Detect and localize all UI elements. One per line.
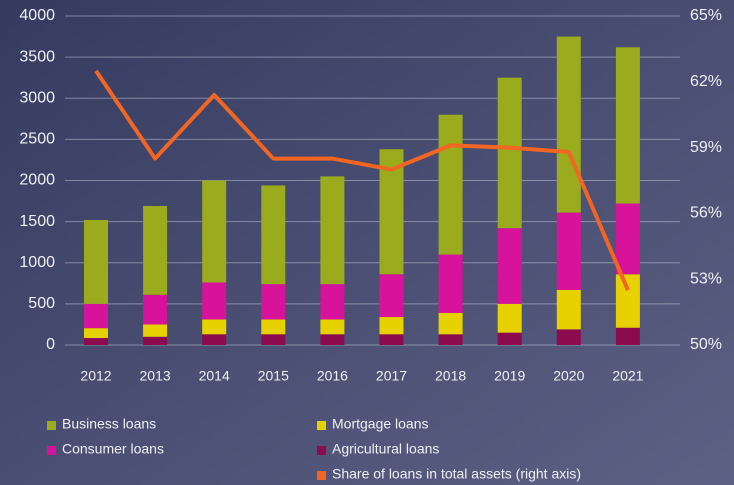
bar-segment — [615, 327, 640, 345]
y2-tick-label: 59% — [690, 139, 722, 156]
bar-segment — [438, 254, 463, 313]
legend-label: Consumer loans — [62, 441, 164, 457]
bar-segment — [143, 336, 168, 345]
bar-segment — [556, 329, 581, 345]
bar-segment — [202, 180, 227, 283]
bar-segment — [84, 303, 108, 329]
legend-swatch — [317, 471, 326, 480]
y-tick-label: 1000 — [19, 254, 55, 271]
bar-segment — [261, 185, 286, 285]
y-tick-label: 500 — [28, 295, 55, 312]
y2-tick-label: 56% — [690, 205, 722, 222]
bar-segment — [379, 274, 404, 318]
x-tick-label: 2013 — [140, 368, 171, 384]
bar-segment — [261, 319, 286, 335]
x-tick-label: 2018 — [435, 368, 466, 384]
x-tick-label: 2021 — [612, 368, 643, 384]
legend-swatch — [47, 446, 56, 455]
bar-segment — [202, 334, 227, 345]
legend-label: Share of loans in total assets (right ax… — [332, 466, 581, 482]
legend-swatch — [317, 421, 326, 430]
legend-label: Mortgage loans — [332, 416, 429, 432]
y-tick-label: 2500 — [19, 131, 55, 148]
bar-segment — [497, 228, 522, 304]
legend-swatch — [47, 421, 56, 430]
bar-segment — [202, 319, 227, 335]
x-tick-label: 2014 — [199, 368, 230, 384]
bar-segment — [438, 312, 463, 335]
bar-segment — [320, 319, 345, 335]
bar-segment — [615, 47, 640, 204]
bar-segment — [556, 289, 581, 330]
y2-tick-label: 50% — [690, 336, 722, 353]
x-tick-label: 2017 — [376, 368, 407, 384]
bar-segment — [615, 203, 640, 275]
x-tick-label: 2012 — [80, 368, 111, 384]
bar-segment — [556, 36, 581, 213]
x-tick-label: 2020 — [553, 368, 584, 384]
bar-segment — [379, 334, 404, 345]
legend-label: Agricultural loans — [332, 441, 439, 457]
bar-segment — [438, 334, 463, 345]
y-tick-label: 1500 — [19, 213, 55, 230]
y-tick-label: 0 — [46, 336, 55, 353]
bar-segment — [320, 334, 345, 345]
y-tick-label: 3000 — [19, 89, 55, 106]
bar-segment — [320, 284, 345, 320]
bar-segment — [497, 77, 522, 229]
y2-tick-label: 62% — [690, 73, 722, 90]
x-tick-label: 2016 — [317, 368, 348, 384]
x-tick-label: 2015 — [258, 368, 289, 384]
bar-segment — [143, 205, 168, 295]
bar-segment — [84, 338, 108, 345]
y-tick-label: 4000 — [19, 7, 55, 24]
bar-segment — [202, 282, 227, 320]
y-tick-label: 2000 — [19, 172, 55, 189]
legend-swatch — [317, 446, 326, 455]
legend-label: Business loans — [62, 416, 156, 432]
bar-segment — [84, 219, 108, 304]
y2-tick-label: 53% — [690, 270, 722, 287]
bar-segment — [84, 328, 108, 339]
bar-segment — [261, 284, 286, 320]
bar-segment — [497, 332, 522, 345]
bar-segment — [379, 317, 404, 335]
y-tick-label: 3500 — [19, 48, 55, 65]
bar-segment — [320, 176, 345, 285]
bar-segment — [261, 334, 286, 345]
bar-segment — [615, 274, 640, 328]
x-tick-label: 2019 — [494, 368, 525, 384]
y2-tick-label: 65% — [690, 7, 722, 24]
bar-segment — [438, 114, 463, 255]
bar-segment — [497, 303, 522, 333]
bar-segment — [143, 324, 168, 337]
bar-segment — [556, 212, 581, 290]
bar-segment — [143, 294, 168, 325]
line-series — [94, 69, 630, 291]
